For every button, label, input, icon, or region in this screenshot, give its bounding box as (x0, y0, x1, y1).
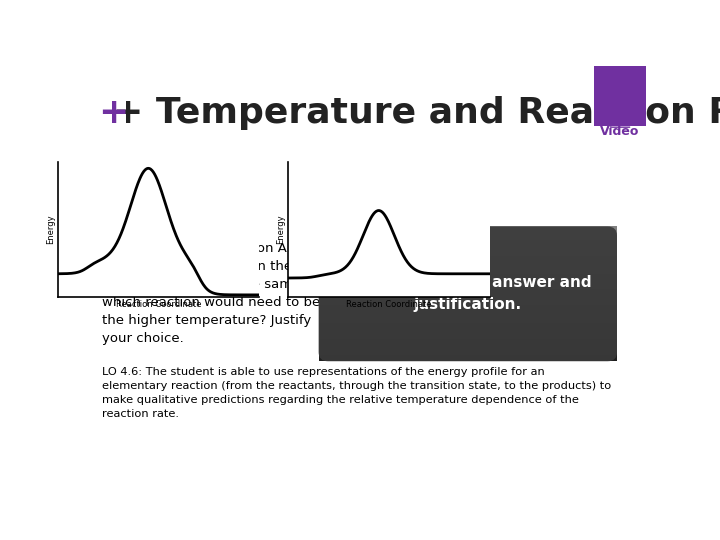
Text: +: + (98, 96, 128, 130)
FancyBboxPatch shape (319, 298, 617, 301)
FancyBboxPatch shape (319, 300, 617, 303)
FancyBboxPatch shape (319, 228, 617, 231)
FancyBboxPatch shape (319, 286, 617, 289)
FancyBboxPatch shape (319, 255, 617, 258)
FancyBboxPatch shape (319, 325, 617, 328)
FancyBboxPatch shape (319, 322, 617, 325)
Text: Reaction B: Reaction B (377, 231, 469, 245)
FancyBboxPatch shape (319, 235, 617, 238)
Y-axis label: Energy: Energy (276, 215, 285, 244)
FancyBboxPatch shape (319, 246, 617, 249)
FancyBboxPatch shape (319, 345, 617, 348)
FancyBboxPatch shape (319, 291, 617, 294)
FancyBboxPatch shape (319, 331, 617, 334)
FancyBboxPatch shape (319, 302, 617, 305)
X-axis label: Reaction Coordinate: Reaction Coordinate (346, 300, 431, 309)
FancyBboxPatch shape (319, 354, 617, 357)
FancyBboxPatch shape (319, 327, 617, 330)
FancyBboxPatch shape (319, 237, 617, 240)
FancyBboxPatch shape (319, 248, 617, 251)
FancyBboxPatch shape (319, 356, 617, 359)
FancyBboxPatch shape (319, 262, 617, 265)
FancyBboxPatch shape (319, 315, 617, 319)
Text: In order for both Reaction A and
Reaction B to proceed in the
forward direction : In order for both Reaction A and Reactio… (102, 242, 338, 345)
FancyBboxPatch shape (319, 241, 617, 245)
FancyBboxPatch shape (319, 273, 617, 276)
FancyBboxPatch shape (319, 342, 617, 346)
FancyBboxPatch shape (319, 264, 617, 267)
FancyBboxPatch shape (594, 66, 647, 126)
FancyBboxPatch shape (319, 340, 617, 343)
FancyBboxPatch shape (319, 305, 617, 307)
FancyBboxPatch shape (319, 230, 617, 233)
FancyBboxPatch shape (319, 329, 617, 332)
FancyBboxPatch shape (319, 251, 617, 253)
FancyBboxPatch shape (319, 318, 617, 321)
FancyBboxPatch shape (319, 284, 617, 287)
FancyBboxPatch shape (319, 275, 617, 278)
FancyBboxPatch shape (319, 232, 617, 235)
FancyBboxPatch shape (319, 336, 617, 339)
FancyBboxPatch shape (319, 244, 617, 247)
FancyBboxPatch shape (319, 334, 617, 336)
Text: + Temperature and Reaction Rate: + Temperature and Reaction Rate (113, 96, 720, 130)
X-axis label: Reaction Coordinate: Reaction Coordinate (116, 300, 201, 309)
FancyBboxPatch shape (319, 320, 617, 323)
FancyBboxPatch shape (319, 309, 617, 312)
Text: Source: Source (598, 68, 642, 78)
Text: LO 4.6: The student is able to use representations of the energy profile for an
: LO 4.6: The student is able to use repre… (102, 367, 611, 418)
FancyBboxPatch shape (319, 295, 617, 299)
FancyBboxPatch shape (319, 268, 617, 272)
FancyBboxPatch shape (319, 259, 617, 262)
Text: Source: Source (596, 69, 644, 82)
FancyBboxPatch shape (319, 358, 617, 361)
FancyBboxPatch shape (319, 266, 617, 269)
FancyBboxPatch shape (319, 311, 617, 314)
FancyBboxPatch shape (319, 257, 617, 260)
FancyBboxPatch shape (319, 313, 617, 316)
FancyBboxPatch shape (319, 271, 617, 274)
FancyBboxPatch shape (319, 349, 617, 352)
FancyBboxPatch shape (319, 352, 617, 355)
FancyBboxPatch shape (319, 278, 617, 280)
FancyBboxPatch shape (319, 280, 617, 282)
Y-axis label: Energy: Energy (46, 215, 55, 244)
FancyBboxPatch shape (319, 307, 617, 309)
FancyBboxPatch shape (319, 288, 617, 292)
FancyBboxPatch shape (319, 239, 617, 242)
Text: Click here to see answer and
justification.: Click here to see answer and justificati… (344, 275, 592, 313)
FancyBboxPatch shape (319, 347, 617, 350)
FancyBboxPatch shape (319, 226, 617, 361)
FancyBboxPatch shape (319, 226, 617, 229)
FancyBboxPatch shape (319, 282, 617, 285)
FancyBboxPatch shape (319, 338, 617, 341)
FancyBboxPatch shape (319, 253, 617, 256)
Text: Reaction A: Reaction A (164, 231, 256, 245)
Text: Video: Video (600, 125, 640, 138)
FancyBboxPatch shape (319, 293, 617, 296)
